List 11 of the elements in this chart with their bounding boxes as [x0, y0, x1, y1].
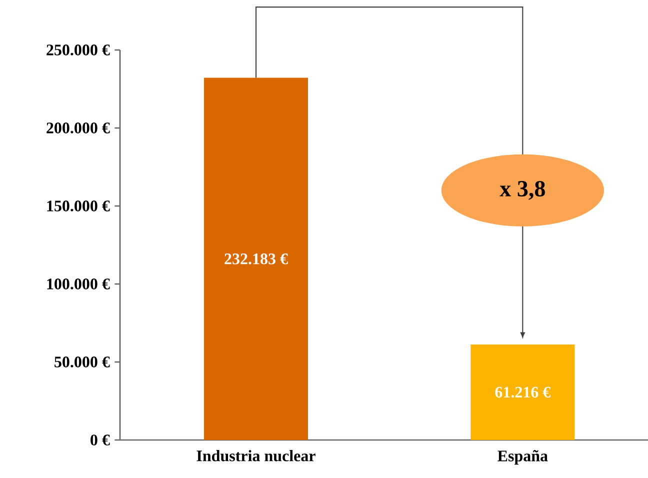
- y-tick-label: 100.000 €: [47, 278, 110, 290]
- x-tick-label: España: [498, 450, 548, 465]
- y-tick-label: 250.000 €: [46, 44, 110, 56]
- annotation: x 3,8: [500, 180, 545, 200]
- y-tick-label: 0 €: [90, 434, 110, 446]
- data-label: 61.216 €: [495, 386, 550, 398]
- x-tick-label: Industria nuclear: [196, 450, 316, 462]
- data-label: 232.183 €: [224, 253, 288, 264]
- y-tick-label: 200.000 €: [46, 122, 110, 134]
- y-tick-label: 50.000 €: [54, 356, 110, 368]
- y-tick-label: 150.000 €: [47, 200, 110, 212]
